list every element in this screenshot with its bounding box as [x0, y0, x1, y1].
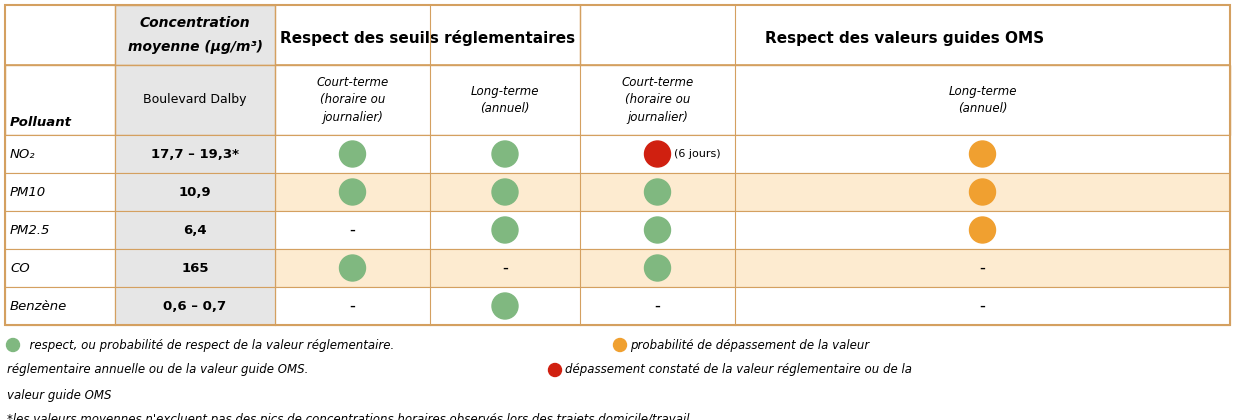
- Text: -: -: [655, 297, 661, 315]
- Text: PM10: PM10: [10, 186, 46, 199]
- Circle shape: [492, 141, 517, 167]
- Text: -: -: [350, 221, 356, 239]
- Text: réglementaire annuelle ou de la valeur guide OMS.: réglementaire annuelle ou de la valeur g…: [7, 363, 309, 376]
- Bar: [5, 287, 115, 325]
- Circle shape: [645, 179, 671, 205]
- Circle shape: [614, 339, 626, 352]
- Text: Long-terme
(annuel): Long-terme (annuel): [948, 85, 1016, 115]
- Text: Long-terme
(annuel): Long-terme (annuel): [471, 85, 540, 115]
- Text: 165: 165: [182, 262, 209, 275]
- Text: Respect des seuils réglementaires: Respect des seuils réglementaires: [280, 30, 576, 46]
- Bar: [115, 65, 275, 135]
- Bar: [275, 173, 1230, 211]
- Bar: [115, 5, 275, 65]
- Text: CO: CO: [10, 262, 30, 275]
- Bar: [5, 5, 1230, 325]
- Text: 6,4: 6,4: [183, 223, 206, 236]
- Text: 17,7 – 19,3*: 17,7 – 19,3*: [151, 147, 240, 160]
- Text: 0,6 – 0,7: 0,6 – 0,7: [163, 299, 226, 312]
- Text: Polluant: Polluant: [10, 116, 72, 129]
- Text: -: -: [503, 259, 508, 277]
- Circle shape: [645, 255, 671, 281]
- Text: valeur guide OMS: valeur guide OMS: [7, 388, 111, 402]
- Circle shape: [969, 217, 995, 243]
- Text: -: -: [979, 259, 986, 277]
- Text: Boulevard Dalby: Boulevard Dalby: [143, 94, 247, 107]
- Bar: [5, 65, 1230, 135]
- Circle shape: [6, 339, 20, 352]
- Text: 10,9: 10,9: [179, 186, 211, 199]
- Text: *les valeurs moyennes n'excluent pas des pics de concentrations horaires observé: *les valeurs moyennes n'excluent pas des…: [7, 414, 693, 420]
- Circle shape: [340, 141, 366, 167]
- Bar: [115, 173, 275, 211]
- Bar: [5, 173, 115, 211]
- Text: Court-terme
(horaire ou
journalier): Court-terme (horaire ou journalier): [621, 76, 694, 123]
- Bar: [5, 249, 115, 287]
- Bar: [5, 5, 1230, 65]
- Text: -: -: [979, 297, 986, 315]
- Text: moyenne (µg/m³): moyenne (µg/m³): [127, 40, 263, 54]
- Text: NO₂: NO₂: [10, 147, 36, 160]
- Text: PM2.5: PM2.5: [10, 223, 51, 236]
- Text: Respect des valeurs guides OMS: Respect des valeurs guides OMS: [766, 31, 1045, 45]
- Circle shape: [645, 141, 671, 167]
- Text: Court-terme
(horaire ou
journalier): Court-terme (horaire ou journalier): [316, 76, 389, 123]
- Text: (6 jours): (6 jours): [673, 149, 720, 159]
- Bar: [115, 135, 275, 173]
- Circle shape: [492, 179, 517, 205]
- Bar: [115, 287, 275, 325]
- Circle shape: [492, 217, 517, 243]
- Bar: [275, 211, 1230, 249]
- Bar: [275, 135, 1230, 173]
- Text: probabilité de dépassement de la valeur: probabilité de dépassement de la valeur: [630, 339, 869, 352]
- Text: Benzène: Benzène: [10, 299, 67, 312]
- Bar: [5, 135, 115, 173]
- Circle shape: [969, 141, 995, 167]
- Circle shape: [492, 293, 517, 319]
- Text: Concentration: Concentration: [140, 16, 251, 30]
- Circle shape: [548, 363, 562, 376]
- Text: dépassement constaté de la valeur réglementaire ou de la: dépassement constaté de la valeur réglem…: [564, 363, 911, 376]
- Circle shape: [340, 179, 366, 205]
- Bar: [115, 211, 275, 249]
- Text: -: -: [350, 297, 356, 315]
- Circle shape: [645, 217, 671, 243]
- Bar: [115, 249, 275, 287]
- Circle shape: [969, 179, 995, 205]
- Circle shape: [340, 255, 366, 281]
- Bar: [275, 249, 1230, 287]
- Text: respect, ou probabilité de respect de la valeur réglementaire.: respect, ou probabilité de respect de la…: [22, 339, 394, 352]
- Bar: [275, 287, 1230, 325]
- Bar: [5, 211, 115, 249]
